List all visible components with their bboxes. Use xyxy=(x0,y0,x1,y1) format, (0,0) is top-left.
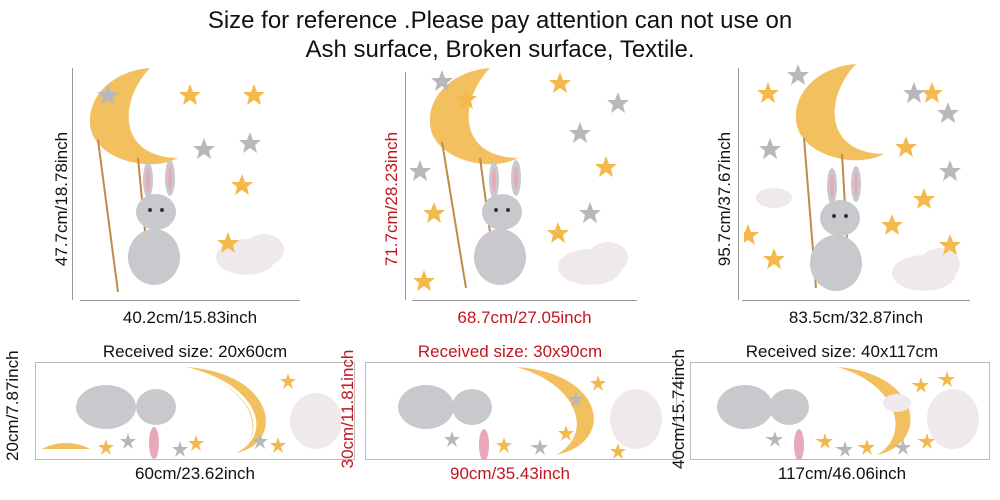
height-dimension-line xyxy=(72,68,73,300)
bunny-icon xyxy=(717,385,809,459)
moon-icon xyxy=(186,367,266,453)
height-dimension-line xyxy=(405,72,406,300)
star-icon xyxy=(765,431,911,457)
width-dimension-line xyxy=(412,300,637,301)
star-icon xyxy=(496,375,626,459)
moon-icon xyxy=(42,443,90,449)
star-icon xyxy=(744,82,961,269)
decal-sheet xyxy=(35,362,355,460)
star-icon xyxy=(98,373,296,455)
cloud-icon xyxy=(756,188,792,208)
width-label: 90cm/35.43inch xyxy=(449,464,571,483)
bunny-icon xyxy=(128,160,180,285)
received-size-title: Received size: 30x90cm xyxy=(417,342,603,361)
received-size-title: Received size: 40x117cm xyxy=(745,342,939,361)
height-label: 95.7cm/37.67inch xyxy=(715,131,734,267)
width-label: 60cm/23.62inch xyxy=(134,464,256,483)
cloud-icon xyxy=(892,248,960,291)
header-line-1: Size for reference .Please pay attention… xyxy=(207,7,793,34)
moon-icon xyxy=(795,64,884,161)
moon-icon xyxy=(837,367,911,455)
cloud-icon xyxy=(927,389,979,449)
cloud-icon xyxy=(883,394,911,412)
star-icon xyxy=(410,70,629,223)
cloud-icon xyxy=(290,393,342,449)
star-icon xyxy=(179,84,265,253)
bunny-icon xyxy=(810,166,862,291)
width-label: 68.7cm/27.05inch xyxy=(457,308,592,327)
decal-sheet xyxy=(365,362,677,460)
decal-artwork xyxy=(744,64,961,291)
width-label: 40.2cm/15.83inch xyxy=(122,308,258,327)
height-label: 20cm/7.87inch xyxy=(3,350,22,461)
width-label: 83.5cm/32.87inch xyxy=(788,308,924,327)
bunny-icon xyxy=(76,385,176,459)
decal-artwork xyxy=(410,68,629,291)
bunny-icon xyxy=(474,160,526,285)
height-label: 30cm/11.81inch xyxy=(338,349,357,469)
moon-icon xyxy=(429,68,518,165)
height-label: 40cm/15.74inch xyxy=(669,348,688,470)
height-label: 47.7cm/18.78inch xyxy=(52,131,71,267)
decal-artwork xyxy=(89,68,284,293)
height-label: 71.7cm/28.23inch xyxy=(382,131,401,267)
star-icon xyxy=(413,72,617,291)
cloud-icon xyxy=(610,389,662,449)
bunny-icon xyxy=(398,385,492,459)
star-icon xyxy=(97,84,261,159)
cloud-icon xyxy=(558,242,628,285)
header-line-2: Ash surface, Broken surface, Textile. xyxy=(305,36,695,63)
decal-sheet xyxy=(690,362,990,460)
width-label: 117cm/46.06inch xyxy=(777,464,907,483)
star-icon xyxy=(120,433,268,457)
star-icon xyxy=(444,391,584,455)
height-dimension-line xyxy=(738,68,739,300)
header-notice: Size for reference .Please pay attention… xyxy=(0,6,1000,64)
star-icon xyxy=(815,371,955,455)
width-dimension-line xyxy=(80,300,300,301)
moon-icon xyxy=(516,367,594,455)
width-dimension-line xyxy=(742,300,970,301)
star-icon xyxy=(759,64,961,181)
received-size-title: Received size: 20x60cm xyxy=(102,342,288,361)
moon-icon xyxy=(89,68,178,165)
